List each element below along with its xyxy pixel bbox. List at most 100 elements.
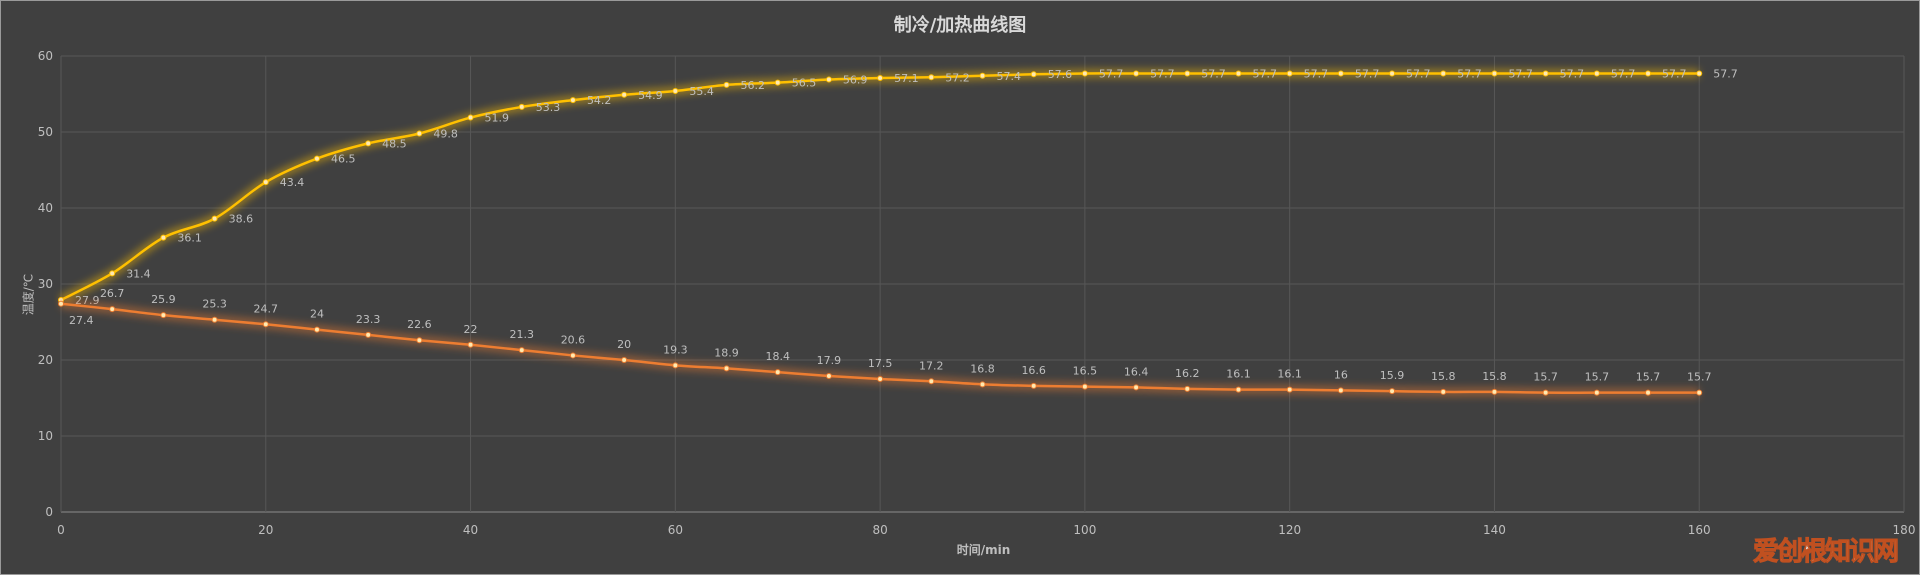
data-label: 55.4	[689, 85, 714, 98]
data-label: 57.7	[1201, 67, 1226, 80]
data-label: 57.7	[1508, 67, 1533, 80]
data-point	[1645, 389, 1652, 396]
data-label: 16.5	[1073, 365, 1098, 378]
data-label: 57.7	[1457, 67, 1482, 80]
data-label: 43.4	[280, 176, 305, 189]
x-axis-title: 时间/min	[956, 543, 1011, 557]
data-point	[979, 381, 986, 388]
data-label: 24.7	[254, 302, 279, 315]
data-label: 57.1	[894, 72, 919, 85]
data-point	[160, 312, 167, 319]
data-point	[1440, 388, 1447, 395]
data-point	[1645, 70, 1652, 77]
data-label: 18.4	[765, 350, 790, 363]
x-tick-label: 120	[1278, 523, 1301, 537]
data-label: 27.4	[69, 314, 94, 327]
data-label: 15.8	[1482, 370, 1507, 383]
data-label: 57.4	[997, 70, 1022, 83]
data-label: 18.9	[714, 346, 739, 359]
x-tick-label: 60	[668, 523, 683, 537]
data-point	[211, 316, 218, 323]
data-label: 15.7	[1636, 371, 1661, 384]
y-tick-label: 40	[38, 201, 53, 215]
x-tick-label: 160	[1688, 523, 1711, 537]
data-label: 20.6	[561, 333, 586, 346]
data-label: 16.1	[1226, 368, 1251, 381]
data-point	[1286, 386, 1293, 393]
data-label: 20	[617, 338, 631, 351]
data-point	[467, 341, 474, 348]
watermark-logo: 爱创根知识网	[1752, 537, 1899, 568]
data-point	[467, 114, 474, 121]
data-label: 25.9	[151, 293, 176, 306]
data-point	[1235, 70, 1242, 77]
x-tick-label: 140	[1483, 523, 1506, 537]
data-label: 16.1	[1277, 368, 1302, 381]
data-label: 24	[310, 308, 324, 321]
data-label: 57.7	[1252, 67, 1277, 80]
data-point	[416, 337, 423, 344]
data-label: 22	[464, 323, 478, 336]
x-tick-label: 180	[1893, 523, 1916, 537]
data-label: 56.2	[741, 79, 766, 92]
data-label: 16	[1334, 368, 1348, 381]
data-label: 53.3	[536, 101, 561, 114]
data-label: 17.9	[817, 354, 842, 367]
data-label: 16.6	[1021, 364, 1046, 377]
data-point	[1696, 70, 1703, 77]
data-label: 26.7	[100, 287, 125, 300]
data-point	[569, 352, 576, 359]
data-point	[262, 179, 269, 186]
data-point	[1286, 70, 1293, 77]
data-label: 31.4	[126, 267, 151, 280]
data-label: 48.5	[382, 137, 407, 150]
data-label: 57.7	[1099, 67, 1124, 80]
data-point	[1337, 70, 1344, 77]
x-tick-label: 0	[57, 523, 65, 537]
data-label: 57.7	[1304, 67, 1329, 80]
data-label: 17.2	[919, 359, 944, 372]
data-point	[877, 376, 884, 382]
data-point	[313, 155, 320, 162]
data-point	[262, 321, 269, 328]
data-point	[1030, 382, 1037, 389]
data-label: 16.2	[1175, 367, 1200, 380]
data-point	[723, 81, 730, 88]
data-point	[621, 357, 628, 363]
data-point	[109, 306, 116, 313]
data-point	[1542, 389, 1549, 396]
data-point	[416, 130, 423, 137]
data-label: 57.7	[1406, 67, 1431, 80]
data-label: 46.5	[331, 153, 356, 166]
data-point	[1030, 71, 1037, 78]
data-point	[1542, 70, 1549, 77]
data-point	[877, 75, 884, 82]
data-point	[58, 300, 64, 307]
data-label: 57.7	[1560, 67, 1585, 80]
x-tick-label: 20	[258, 523, 273, 537]
x-tick-label: 40	[463, 523, 478, 537]
data-point	[1696, 389, 1703, 396]
data-label: 38.6	[229, 213, 254, 226]
data-label: 15.7	[1687, 371, 1712, 384]
data-point	[672, 362, 679, 369]
data-label: 57.6	[1048, 68, 1073, 81]
data-label: 54.9	[638, 89, 663, 102]
y-tick-label: 50	[38, 125, 53, 139]
data-point	[1235, 386, 1242, 393]
data-point	[313, 326, 320, 333]
data-point	[1081, 383, 1088, 390]
data-label: 56.9	[843, 74, 868, 87]
data-label: 49.8	[433, 128, 458, 141]
data-point	[1389, 388, 1396, 395]
data-point	[1133, 384, 1140, 391]
y-tick-label: 20	[38, 353, 53, 367]
data-label: 25.3	[202, 298, 227, 311]
y-tick-label: 30	[38, 277, 53, 291]
data-point	[109, 270, 116, 277]
data-point	[1593, 389, 1600, 396]
data-label: 22.6	[407, 318, 432, 331]
data-point	[928, 74, 935, 81]
data-label: 57.7	[1713, 67, 1738, 80]
